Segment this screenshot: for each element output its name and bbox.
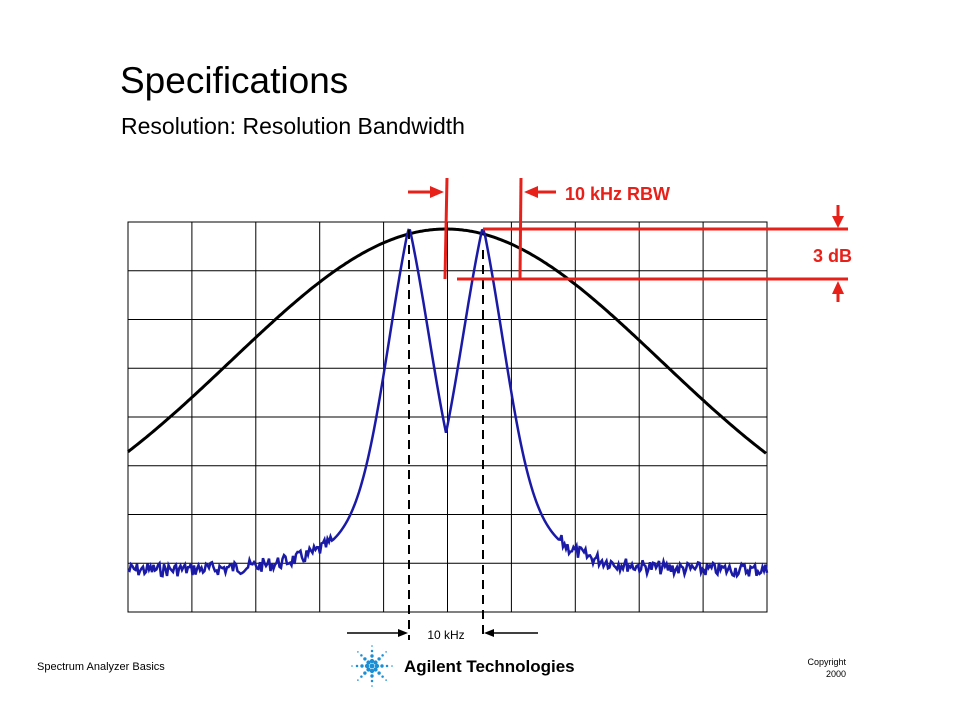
spark-dot: [380, 664, 384, 668]
spark-dot: [385, 664, 389, 668]
sep-left-arrowhead: [398, 629, 408, 637]
spark-dot: [377, 657, 381, 661]
spark-dot: [371, 685, 373, 687]
copyright-notice: Copyright 2000: [790, 656, 846, 680]
logo-text: Agilent Technologies: [404, 657, 575, 676]
spark-dot: [363, 657, 367, 661]
spark-dot: [373, 667, 378, 672]
spark-dot: [370, 679, 374, 683]
spark-dot: [381, 654, 384, 657]
spark-dot: [363, 671, 367, 675]
rbw-left-bar: [443, 177, 449, 280]
rbw-label: 10 kHz RBW: [565, 184, 670, 204]
company-logo: Agilent Technologies: [348, 642, 578, 690]
spark-dot: [374, 663, 380, 669]
spark-dot: [385, 651, 387, 653]
copyright-label: Copyright: [807, 657, 846, 667]
db-top-arrowhead: [832, 216, 844, 228]
spark-dot: [385, 679, 387, 681]
spark-dot: [355, 664, 359, 668]
agilent-spark-icon: [351, 645, 393, 687]
sep-right-arrowhead: [484, 629, 494, 637]
spark-center: [369, 663, 375, 669]
spark-dot: [381, 675, 384, 678]
spark-dot: [391, 665, 393, 667]
db-label: 3 dB: [813, 246, 852, 266]
rbw-right-arrowhead: [524, 186, 538, 198]
spark-dot: [370, 649, 374, 653]
annotations: 10 kHz RBW 3 dB 10 kHz: [347, 177, 852, 642]
spark-dot: [357, 651, 359, 653]
copyright-year: 2000: [825, 669, 846, 679]
spark-dot: [370, 654, 374, 658]
spark-dot: [370, 674, 374, 678]
footer-course-title: Spectrum Analyzer Basics: [37, 661, 165, 673]
separation-label: 10 kHz: [427, 628, 464, 642]
spark-dot: [369, 658, 375, 664]
spark-dot: [364, 663, 370, 669]
spark-dot: [366, 667, 371, 672]
spark-dot: [351, 665, 353, 667]
slide-title: Specifications: [120, 60, 349, 101]
spark-dot: [371, 645, 373, 647]
spark-dot: [377, 671, 381, 675]
spark-dot: [373, 660, 378, 665]
spark-dot: [357, 679, 359, 681]
spark-dot: [360, 654, 363, 657]
narrow-rbw-trace: [127, 228, 769, 579]
rbw-left-arrowhead: [430, 186, 444, 198]
slide-subtitle: Resolution: Resolution Bandwidth: [121, 113, 465, 139]
spark-dot: [369, 668, 375, 674]
spark-dot: [360, 664, 364, 668]
spark-dot: [360, 675, 363, 678]
db-bottom-arrowhead: [832, 281, 844, 294]
spark-dot: [366, 660, 371, 665]
